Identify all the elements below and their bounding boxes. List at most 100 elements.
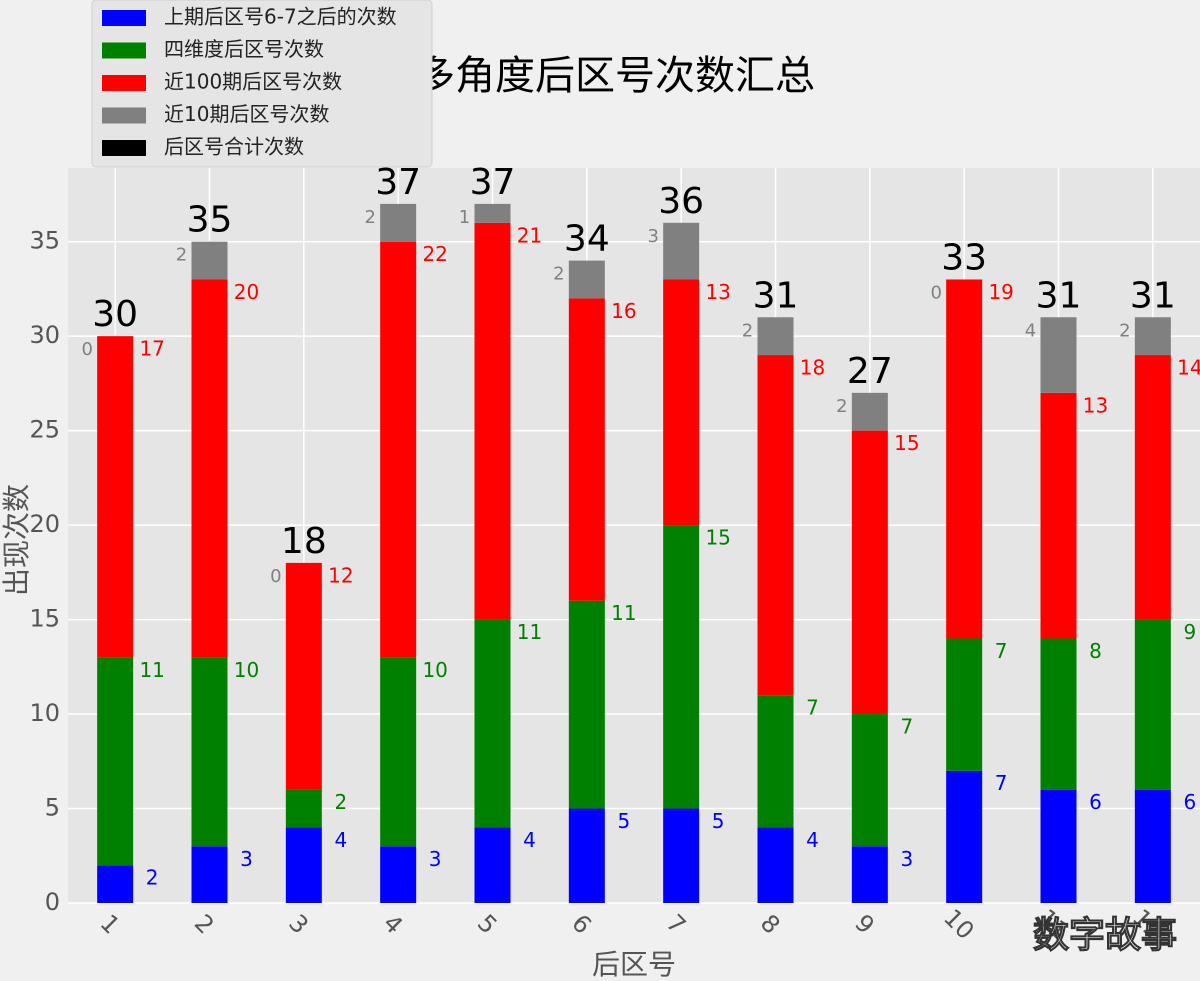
value-label: 6 xyxy=(1089,790,1102,814)
value-label: 6 xyxy=(1183,790,1196,814)
value-label: 7 xyxy=(995,771,1008,795)
total-label: 30 xyxy=(92,294,138,335)
x-tick-label: 3 xyxy=(283,909,314,940)
total-label: 36 xyxy=(658,181,704,222)
value-label: 21 xyxy=(517,223,542,247)
bar-segment xyxy=(851,714,888,847)
value-label: 15 xyxy=(705,526,730,550)
value-label: 8 xyxy=(1089,639,1102,663)
value-label: 1 xyxy=(459,207,470,228)
value-label: 5 xyxy=(617,809,630,833)
y-tick-label: 25 xyxy=(29,416,60,444)
bar-segment xyxy=(97,336,134,658)
chart-title: 多角度后区号次数汇总 xyxy=(415,53,815,99)
bar-segment xyxy=(191,241,228,280)
total-label: 34 xyxy=(564,219,610,260)
bar-segment xyxy=(380,657,417,847)
value-label: 9 xyxy=(1183,620,1196,644)
value-label: 3 xyxy=(647,226,658,247)
x-tick-label: 4 xyxy=(378,909,409,940)
value-label: 3 xyxy=(429,847,442,871)
total-label: 18 xyxy=(281,521,327,562)
value-label: 7 xyxy=(995,639,1008,663)
bar-segment xyxy=(97,657,134,866)
value-label: 5 xyxy=(712,809,725,833)
total-label: 33 xyxy=(941,237,987,278)
bar-segment xyxy=(474,203,511,223)
value-label: 4 xyxy=(1025,320,1036,341)
bar-segment xyxy=(474,619,511,828)
legend-label: 后区号合计次数 xyxy=(164,135,304,159)
total-label: 31 xyxy=(753,275,799,316)
value-label: 0 xyxy=(930,282,941,303)
plot-area xyxy=(68,168,1200,903)
bar-segment xyxy=(380,241,417,658)
watermark: 数字故事 xyxy=(1033,915,1177,956)
legend-label: 上期后区号6-7之后的次数 xyxy=(164,5,397,29)
total-label: 27 xyxy=(847,351,893,392)
bar-segment xyxy=(663,279,700,526)
bar-segment xyxy=(1134,619,1171,790)
value-label: 7 xyxy=(900,715,913,739)
bar-segment xyxy=(474,222,511,620)
bar-segment xyxy=(285,827,322,903)
bar-segment xyxy=(851,430,888,715)
bar-segment xyxy=(1134,317,1171,356)
x-tick-label: 1 xyxy=(95,909,126,940)
x-tick-label: 7 xyxy=(661,909,692,940)
bar-segment xyxy=(191,657,228,847)
bar-segment xyxy=(568,808,605,903)
x-axis-label: 后区号 xyxy=(592,948,676,981)
bar-segment xyxy=(380,846,417,903)
legend-swatch xyxy=(102,75,146,91)
value-label: 10 xyxy=(422,658,447,682)
bar-segment xyxy=(568,600,605,809)
value-label: 12 xyxy=(328,563,353,587)
value-label: 2 xyxy=(1119,320,1130,341)
value-label: 20 xyxy=(234,280,259,304)
x-tick-label: 2 xyxy=(189,909,220,940)
value-label: 4 xyxy=(334,828,347,852)
total-label: 37 xyxy=(470,162,516,203)
bars xyxy=(97,203,1171,903)
y-tick-label: 30 xyxy=(29,321,60,349)
bar-segment xyxy=(757,317,794,356)
y-tick-label: 35 xyxy=(29,227,60,255)
y-tick-label: 20 xyxy=(29,510,60,538)
bar-segment xyxy=(1040,317,1077,393)
x-tick-label: 10 xyxy=(938,904,979,945)
bar-segment xyxy=(1134,789,1171,903)
value-label: 14 xyxy=(1177,356,1200,380)
legend-swatch xyxy=(102,10,146,26)
bar-segment xyxy=(474,827,511,903)
value-label: 19 xyxy=(988,280,1013,304)
bar-segment xyxy=(1134,355,1171,620)
bar-segment xyxy=(285,562,322,790)
bar-segment xyxy=(851,846,888,903)
legend-label: 四维度后区号次数 xyxy=(164,37,324,61)
value-label: 18 xyxy=(800,356,825,380)
value-label: 11 xyxy=(611,601,636,625)
bar-segment xyxy=(1040,638,1077,790)
value-label: 0 xyxy=(270,566,281,587)
x-tick-label: 8 xyxy=(755,909,786,940)
bar-segment xyxy=(568,298,605,601)
y-axis-label: 出现次数 xyxy=(0,484,33,596)
bar-segment xyxy=(757,695,794,828)
bar-segment xyxy=(568,260,605,299)
legend-label: 近10期后区号次数 xyxy=(164,102,329,126)
value-label: 15 xyxy=(894,431,919,455)
x-tick-label: 6 xyxy=(566,909,597,940)
value-label: 11 xyxy=(517,620,542,644)
value-label: 11 xyxy=(139,658,164,682)
value-label: 13 xyxy=(705,280,730,304)
value-label: 4 xyxy=(806,828,819,852)
bar-segment xyxy=(946,770,983,903)
legend-swatch xyxy=(102,42,146,59)
bar-segment xyxy=(663,222,700,280)
value-label: 4 xyxy=(523,828,536,852)
bar-segment xyxy=(851,392,888,431)
bar-segment xyxy=(191,279,228,658)
y-tick-label: 0 xyxy=(45,888,60,916)
